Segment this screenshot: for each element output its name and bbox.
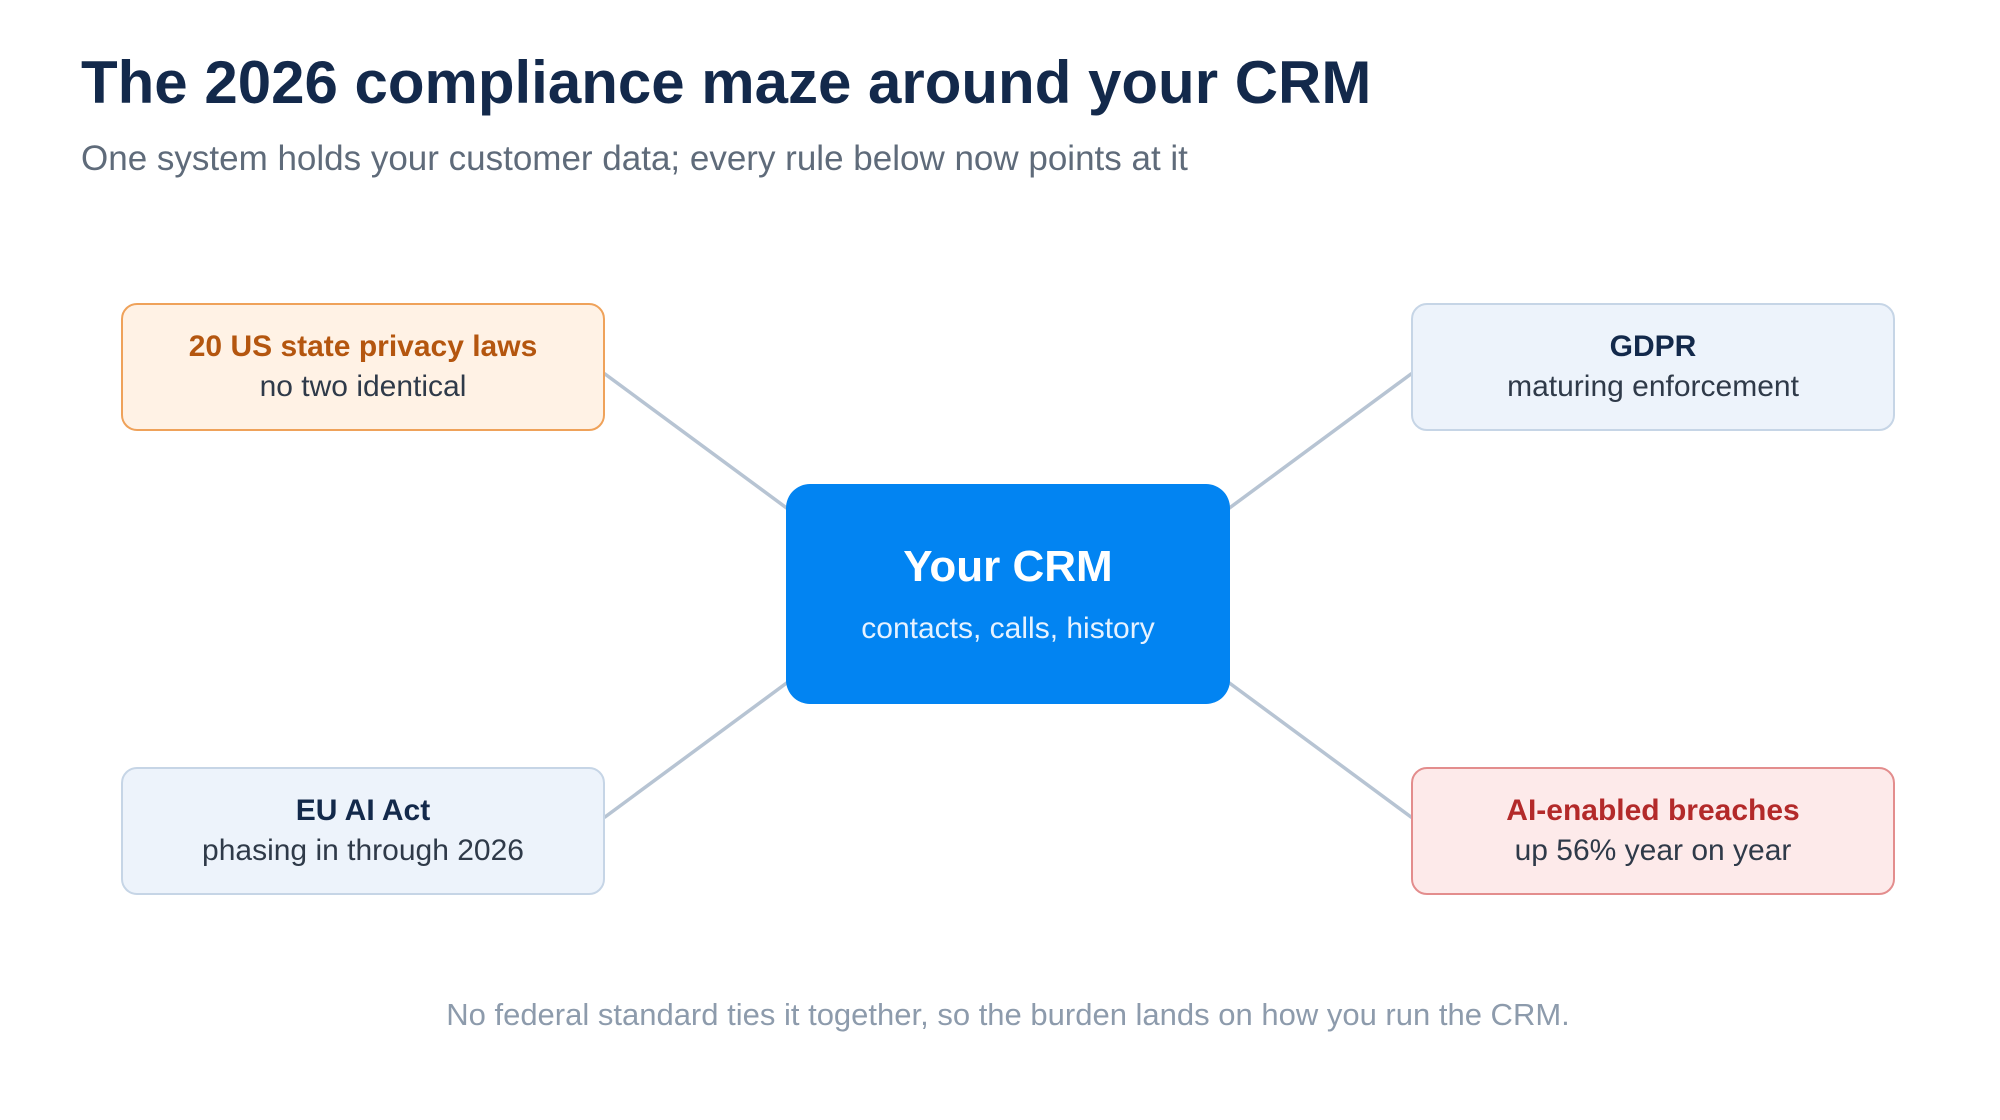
page-title: The 2026 compliance maze around your CRM — [81, 49, 1372, 116]
node-title: EU AI Act — [295, 793, 431, 827]
node-title: 20 US state privacy laws — [188, 329, 538, 363]
node-description: maturing enforcement — [1507, 370, 1799, 403]
node-title: AI-enabled breaches — [1506, 793, 1800, 827]
node-gdpr: GDPR maturing enforcement — [1411, 303, 1895, 431]
center-node-crm: Your CRM contacts, calls, history — [786, 484, 1230, 704]
node-title: GDPR — [1609, 329, 1697, 363]
node-eu-ai-act: EU AI Act phasing in through 2026 — [121, 767, 605, 895]
node-description: up 56% year on year — [1514, 834, 1792, 867]
node-description: no two identical — [259, 370, 467, 403]
node-description: phasing in through 2026 — [202, 834, 524, 867]
center-node-title: Your CRM — [903, 541, 1113, 591]
connector-eu-ai-act — [603, 677, 794, 819]
connector-ai-breaches — [1222, 677, 1413, 819]
center-node-description: contacts, calls, history — [861, 612, 1155, 646]
page-subtitle: One system holds your customer data; eve… — [81, 139, 1188, 178]
node-us-state-privacy-laws: 20 US state privacy laws no two identica… — [121, 303, 605, 431]
connector-us-state — [603, 372, 794, 514]
node-ai-enabled-breaches: AI-enabled breaches up 56% year on year — [1411, 767, 1895, 895]
footnote: No federal standard ties it together, so… — [446, 997, 1570, 1032]
connector-gdpr — [1222, 372, 1413, 514]
